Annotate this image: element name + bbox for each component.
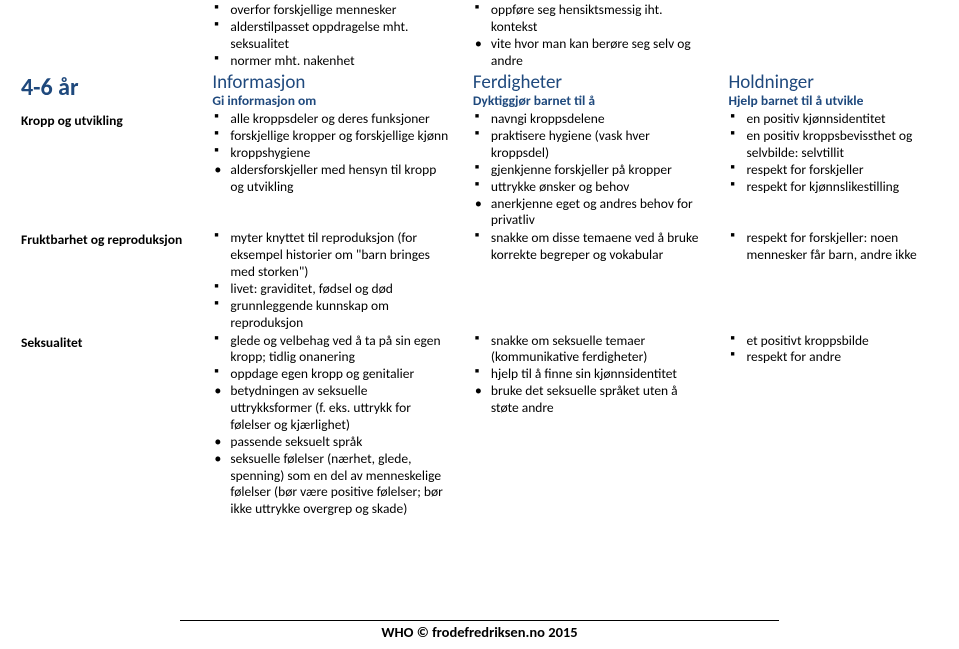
- header-col2: Informasjon Gi informasjon om: [197, 71, 458, 112]
- list-item: betydningen av seksuelle uttrykksformer …: [212, 383, 452, 434]
- list-item: aldersforskjeller med hensyn til kropp o…: [212, 162, 452, 196]
- cell-col2: alle kroppsdeler og deres funksjonerfors…: [197, 111, 458, 230]
- row-label: Seksualitet: [15, 333, 197, 520]
- cell-col2: glede og velbehag ved å ta på sin egen k…: [197, 333, 458, 520]
- list-item: passende seksuelt språk: [212, 434, 452, 451]
- list-item: kroppshygiene: [212, 145, 452, 162]
- cell-col4: respekt for forskjeller: noen mennesker …: [713, 230, 950, 332]
- header-col3: Ferdigheter Dyktiggjør barnet til å: [458, 71, 714, 112]
- age-label: 4-6 år: [15, 71, 197, 112]
- header-col3-title: Ferdigheter: [473, 71, 708, 95]
- list-item: grunnleggende kunnskap om reproduksjon: [212, 298, 452, 332]
- list-item: overfor forskjellige mennesker: [212, 2, 452, 19]
- list-item: hjelp til å finne sin kjønnsidentitet: [473, 366, 708, 383]
- list-item: normer mht. nakenhet: [212, 53, 452, 70]
- row-label: Kropp og utvikling: [15, 111, 197, 230]
- list-item: alderstilpasset oppdragelse mht. seksual…: [212, 19, 452, 53]
- cell-col4: en positiv kjønnsidentiteten positiv kro…: [713, 111, 950, 230]
- list-item: respekt for kjønnslikestilling: [728, 179, 944, 196]
- table-row: Seksualitet glede og velbehag ved å ta på…: [15, 333, 950, 520]
- list-item: snakke om disse temaene ved å bruke korr…: [473, 230, 708, 264]
- cell-col2: myter knyttet til reproduksjon (for ekse…: [197, 230, 458, 332]
- list-item: uttrykke ønsker og behov: [473, 179, 708, 196]
- table-row: Kropp og utviklingalle kroppsdeler og de…: [15, 111, 950, 230]
- list-item: livet: graviditet, fødsel og død: [212, 281, 452, 298]
- list-item: gjenkjenne forskjeller på kropper: [473, 162, 708, 179]
- list-item: praktisere hygiene (vask hver kroppsdel): [473, 128, 708, 162]
- pre-col3: oppføre seg hensiktsmessig iht. kontekst…: [458, 2, 714, 71]
- cell-col3: navngi kroppsdelenepraktisere hygiene (v…: [458, 111, 714, 230]
- table-row: Fruktbarhet og reproduksjon myter knyttet…: [15, 230, 950, 332]
- list-item: oppføre seg hensiktsmessig iht. kontekst: [473, 2, 708, 36]
- list-item: respekt for forskjeller: noen mennesker …: [728, 230, 944, 264]
- list-item: glede og velbehag ved å ta på sin egen k…: [212, 333, 452, 367]
- list-item: respekt for forskjeller: [728, 162, 944, 179]
- header-row: 4-6 år Informasjon Gi informasjon om Fer…: [15, 71, 950, 112]
- list-item: respekt for andre: [728, 349, 944, 366]
- header-col2-sub: Gi informasjon om: [212, 93, 452, 110]
- header-col4: Holdninger Hjelp barnet til å utvikle: [713, 71, 950, 112]
- list-item: myter knyttet til reproduksjon (for ekse…: [212, 230, 452, 281]
- list-item: anerkjenne eget og andres behov for priv…: [473, 196, 708, 230]
- list-item: navngi kroppsdelene: [473, 111, 708, 128]
- list-item: bruke det seksuelle språket uten å støte…: [473, 383, 708, 417]
- list-item: en positiv kjønnsidentitet: [728, 111, 944, 128]
- list-item: vite hvor man kan berøre seg selv og and…: [473, 36, 708, 70]
- cell-col4: et positivt kroppsbilderespekt for andre: [713, 333, 950, 520]
- row-label: Fruktbarhet og reproduksjon: [15, 230, 197, 332]
- list-item: et positivt kroppsbilde: [728, 333, 944, 350]
- curriculum-table: overfor forskjellige menneskeralderstilp…: [15, 2, 950, 519]
- list-item: alle kroppsdeler og deres funksjoner: [212, 111, 452, 128]
- footer-rule: [180, 620, 779, 621]
- list-item: snakke om seksuelle temaer (kommunikativ…: [473, 333, 708, 367]
- cell-col3: snakke om disse temaene ved å bruke korr…: [458, 230, 714, 332]
- list-item: oppdage egen kropp og genitalier: [212, 366, 452, 383]
- pre-col2: overfor forskjellige menneskeralderstilp…: [197, 2, 458, 71]
- footer-text: WHO © frodefredriksen.no 2015: [0, 623, 959, 641]
- cell-col3: snakke om seksuelle temaer (kommunikativ…: [458, 333, 714, 520]
- header-col4-title: Holdninger: [728, 71, 944, 95]
- header-col2-title: Informasjon: [212, 71, 452, 95]
- pre-row: overfor forskjellige menneskeralderstilp…: [15, 2, 950, 71]
- header-col4-sub: Hjelp barnet til å utvikle: [728, 93, 944, 110]
- list-item: seksuelle følelser (nærhet, glede, spenn…: [212, 451, 452, 519]
- list-item: en positiv kroppsbevissthet og selvbilde…: [728, 128, 944, 162]
- header-col3-sub: Dyktiggjør barnet til å: [473, 93, 708, 110]
- list-item: forskjellige kropper og forskjellige kjø…: [212, 128, 452, 145]
